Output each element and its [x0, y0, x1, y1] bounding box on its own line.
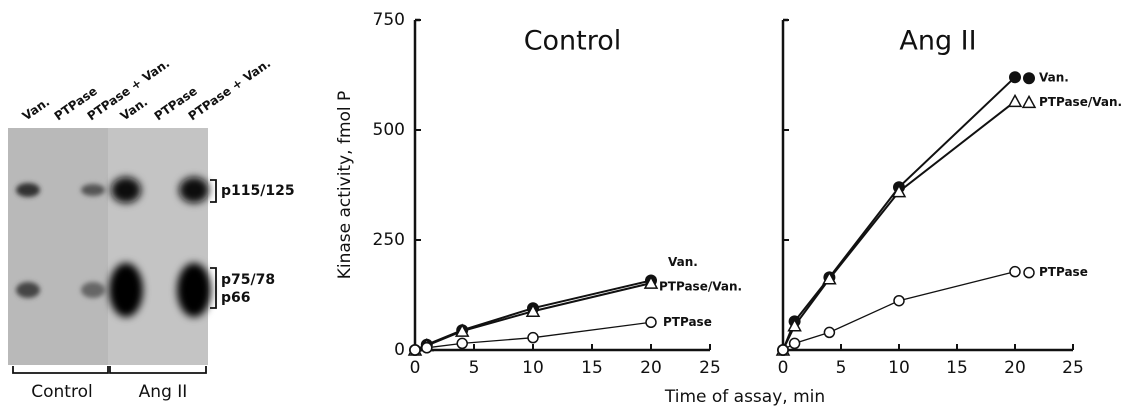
x-axis-label: Time of assay, min: [664, 387, 825, 407]
legend-marker: [1023, 96, 1035, 107]
x-tick-label: 15: [581, 358, 603, 378]
legend-marker: [1024, 268, 1034, 278]
series-label: PTPase: [663, 315, 712, 329]
x-tick-label: 10: [522, 358, 544, 378]
legend-marker: [1023, 72, 1035, 84]
band-label: p66: [221, 290, 251, 306]
marker: [790, 338, 800, 348]
group-label: Control: [31, 382, 92, 402]
marker: [824, 327, 834, 337]
marker: [422, 343, 432, 353]
series-label: PTPase/Van.: [659, 280, 742, 294]
y-tick-label: 500: [373, 120, 405, 140]
marker: [528, 333, 538, 343]
chart-title: Control: [524, 26, 622, 57]
marker: [1009, 71, 1021, 83]
x-tick-label: 20: [1004, 358, 1026, 378]
series-line: [783, 77, 1015, 350]
group-label: Ang II: [139, 382, 188, 402]
x-tick-label: 5: [469, 358, 480, 378]
series-label: PTPase: [1039, 265, 1088, 279]
x-tick-label: 20: [640, 358, 662, 378]
y-tick-label: 0: [394, 340, 405, 360]
series-label: Van.: [1039, 71, 1069, 85]
lane-label: PTPase + Van.: [186, 56, 274, 123]
blot-image: [8, 128, 211, 365]
x-tick-label: 0: [410, 358, 421, 378]
series-label: Van.: [668, 255, 698, 269]
x-tick-label: 0: [778, 358, 789, 378]
x-tick-label: 25: [1062, 358, 1084, 378]
series-label: PTPase/Van.: [1039, 95, 1122, 109]
y-tick-label: 750: [373, 10, 405, 30]
x-tick-label: 15: [946, 358, 968, 378]
marker: [1010, 267, 1020, 277]
lane-label: Van.: [20, 95, 52, 124]
x-tick-label: 5: [836, 358, 847, 378]
marker: [457, 338, 467, 348]
marker: [1009, 95, 1021, 106]
axes: [783, 20, 1073, 350]
marker: [646, 317, 656, 327]
x-tick-label: 25: [699, 358, 721, 378]
chart-title: Ang II: [899, 26, 976, 57]
series-line: [783, 101, 1015, 350]
y-tick-label: 250: [373, 230, 405, 250]
marker: [894, 296, 904, 306]
figure: Van.PTPasePTPase + Van.Van.PTPasePTPase …: [0, 0, 1122, 408]
marker: [410, 345, 420, 355]
x-tick-label: 10: [888, 358, 910, 378]
band-label: p75/78: [221, 272, 275, 288]
y-axis-label: Kinase activity, fmol P: [335, 91, 355, 280]
band-label: p115/125: [221, 183, 295, 199]
marker: [778, 345, 788, 355]
series-line: [783, 272, 1015, 350]
